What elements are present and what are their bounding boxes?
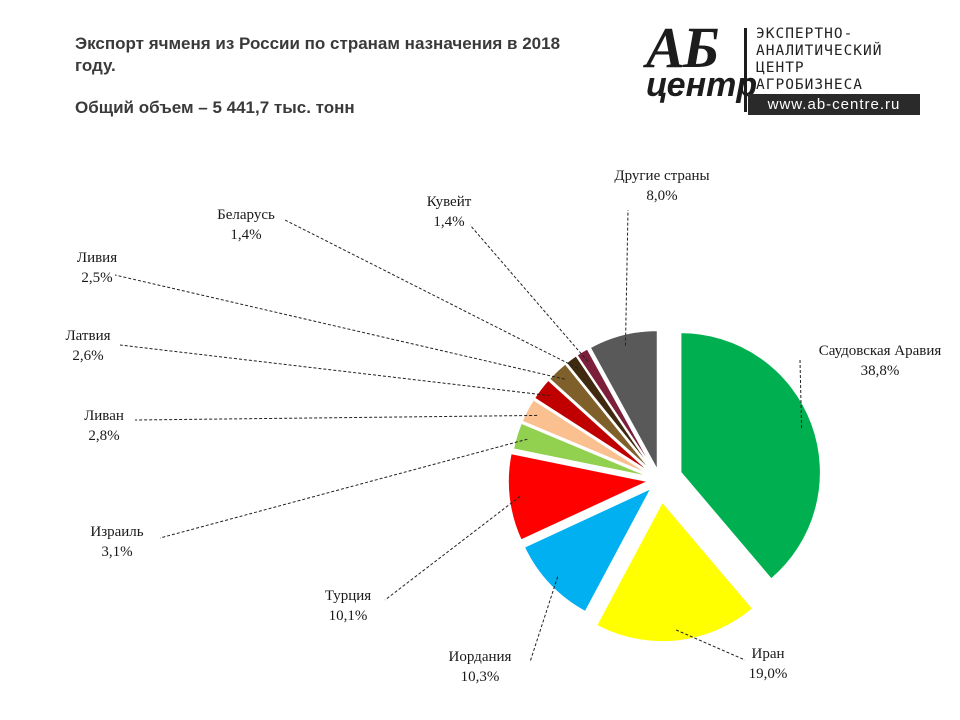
slice-value-label-3: 10,3% <box>461 669 500 685</box>
pie-slice-10 <box>575 347 656 472</box>
slice-value-label-5: 3,1% <box>101 544 132 560</box>
slice-label-9: Беларусь <box>217 207 275 223</box>
slice-label-4: Турция <box>325 588 371 604</box>
logo-url: www.ab-centre.ru <box>748 94 920 115</box>
leader-line-1 <box>799 359 803 429</box>
leader-line-4 <box>384 495 521 601</box>
pie-slice-7 <box>533 378 653 475</box>
logo-mark-top: АБ <box>646 15 720 80</box>
leader-line-5 <box>159 438 528 539</box>
slice-label-11: Другие страны <box>614 168 709 184</box>
slice-value-label-2: 19,0% <box>749 666 788 682</box>
slice-label-10: Кувейт <box>427 194 472 210</box>
leader-line-10 <box>469 224 589 362</box>
slice-value-label-1: 38,8% <box>861 363 900 379</box>
leader-line-2 <box>675 629 746 661</box>
logo-text: ЭКСПЕРТНО- АНАЛИТИЧЕСКИЙ ЦЕНТР АГРОБИЗНЕ… <box>756 26 883 94</box>
slice-label-7: Латвия <box>65 328 110 344</box>
pie-slice-3 <box>523 486 653 613</box>
leader-line-8 <box>114 274 565 380</box>
pie-slice-2 <box>595 500 754 643</box>
slice-label-3: Иордания <box>449 649 512 665</box>
pie-slice-5 <box>512 422 651 478</box>
slice-value-label-4: 10,1% <box>329 608 368 624</box>
pie-slice-6 <box>520 398 652 477</box>
slice-value-label-6: 2,8% <box>88 428 119 444</box>
logo-divider <box>744 28 747 112</box>
slice-value-label-8: 2,5% <box>81 270 112 286</box>
slice-value-label-10: 1,4% <box>433 214 464 230</box>
slice-value-label-7: 2,6% <box>72 348 103 364</box>
chart-subtitle: Общий объем – 5 441,7 тыс. тонн <box>75 98 355 117</box>
logo-line-4: АГРОБИЗНЕСА <box>756 77 864 93</box>
slice-label-2: Иран <box>751 646 784 662</box>
slice-value-label-11: 8,0% <box>646 188 677 204</box>
leader-line-9 <box>284 219 578 369</box>
slice-label-1: Саудовская Аравия <box>819 343 942 359</box>
slice-label-6: Ливан <box>84 408 124 424</box>
pie-slice-11 <box>589 329 659 471</box>
pie-slice-4 <box>507 452 651 542</box>
pie-slice-9 <box>565 354 655 473</box>
logo-line-2: АНАЛИТИЧЕСКИЙ <box>756 43 883 59</box>
ab-centre-logo: АБ центр ЭКСПЕРТНО- АНАЛИТИЧЕСКИЙ ЦЕНТР … <box>640 15 940 122</box>
logo-mark-bottom: центр <box>646 66 758 104</box>
slice-value-label-9: 1,4% <box>230 227 261 243</box>
logo-line-1: ЭКСПЕРТНО- <box>756 26 854 42</box>
pie-slice-8 <box>548 362 654 474</box>
slice-label-8: Ливия <box>77 250 117 266</box>
leader-line-11 <box>624 209 629 346</box>
pie-slice-1 <box>679 331 822 581</box>
chart-title: Экспорт ячменя из России по странам назн… <box>75 34 561 75</box>
logo-line-3: ЦЕНТР <box>756 60 805 76</box>
leader-line-6 <box>134 414 538 421</box>
leader-line-7 <box>119 344 550 397</box>
slice-label-5: Израиль <box>90 524 143 540</box>
